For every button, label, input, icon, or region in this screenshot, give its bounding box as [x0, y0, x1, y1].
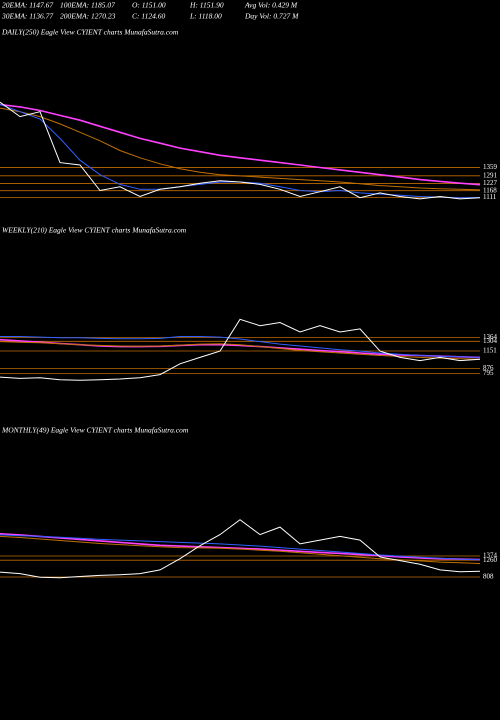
- y-tick-label: 1374: [483, 552, 498, 560]
- y-tick-label: 1260: [483, 556, 498, 564]
- header-stat: 30EMA: 1136.77: [1, 12, 53, 21]
- y-tick-label: 1364: [483, 333, 498, 341]
- header-stat: 200EMA: 1270.23: [60, 12, 116, 21]
- y-tick-label: 1111: [483, 193, 497, 201]
- series-line: [0, 336, 481, 358]
- series-line: [0, 103, 481, 186]
- series-line: [0, 318, 481, 381]
- panel-title: DAILY(250) Eagle View CYIENT charts Muna…: [1, 28, 179, 37]
- y-tick-label: 1227: [483, 179, 498, 187]
- header-stat: H: 1151.90: [189, 1, 224, 10]
- panel-title: WEEKLY(210) Eagle View CYIENT charts Mun…: [2, 226, 187, 235]
- y-tick-label: 808: [483, 573, 494, 581]
- series-line: [0, 533, 481, 561]
- header-stat: 100EMA: 1185.07: [60, 1, 115, 10]
- series-line: [0, 107, 481, 191]
- y-tick-label: 1304: [483, 337, 498, 345]
- header-stat: Avg Vol: 0.429 M: [244, 1, 298, 10]
- panel-title: MONTHLY(49) Eagle View CYIENT charts Mun…: [1, 426, 189, 435]
- y-tick-label: 1291: [483, 171, 498, 179]
- header-stat: C: 1124.60: [132, 12, 165, 21]
- series-line: [0, 341, 481, 360]
- header-stat: L: 1118.00: [189, 12, 222, 21]
- y-tick-label: 1168: [483, 186, 497, 194]
- header-stat: O: 1151.00: [132, 1, 166, 10]
- series-line: [0, 534, 481, 561]
- y-tick-label: 876: [483, 364, 494, 372]
- series-line: [0, 535, 481, 564]
- y-tick-label: 795: [483, 369, 494, 377]
- header-stat: 20EMA: 1147.67: [2, 1, 53, 10]
- y-tick-label: 1359: [483, 163, 498, 171]
- y-tick-label: 1151: [483, 347, 497, 355]
- series-line: [0, 101, 481, 200]
- header-stat: Day Vol: 0.727 M: [244, 12, 299, 21]
- series-line: [0, 519, 481, 579]
